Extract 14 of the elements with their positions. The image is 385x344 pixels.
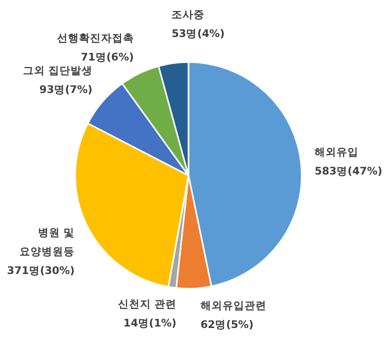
slice-label: 선행확진자접촉 bbox=[56, 32, 134, 45]
slice-label: 조사중 bbox=[172, 8, 205, 21]
data-label: 62명(5%) bbox=[200, 318, 254, 331]
slice-label: 그외 집단발생 bbox=[22, 65, 92, 78]
data-label: 583명(47%) bbox=[314, 166, 382, 178]
slice-label: 신천지 관련 bbox=[118, 298, 176, 311]
data-label: 71명(6%) bbox=[80, 52, 134, 64]
data-label: 14명(1%) bbox=[123, 318, 176, 330]
slice-label: 해외유입관련 bbox=[200, 300, 266, 312]
data-label: 93명(7%) bbox=[39, 84, 92, 96]
data-label: 53명(4%) bbox=[172, 28, 225, 40]
slice-label: 해외유입 bbox=[314, 146, 359, 159]
data-label: 371명(30%) bbox=[7, 265, 75, 278]
slice-label: 병원 및 요양병원등 bbox=[20, 227, 75, 258]
